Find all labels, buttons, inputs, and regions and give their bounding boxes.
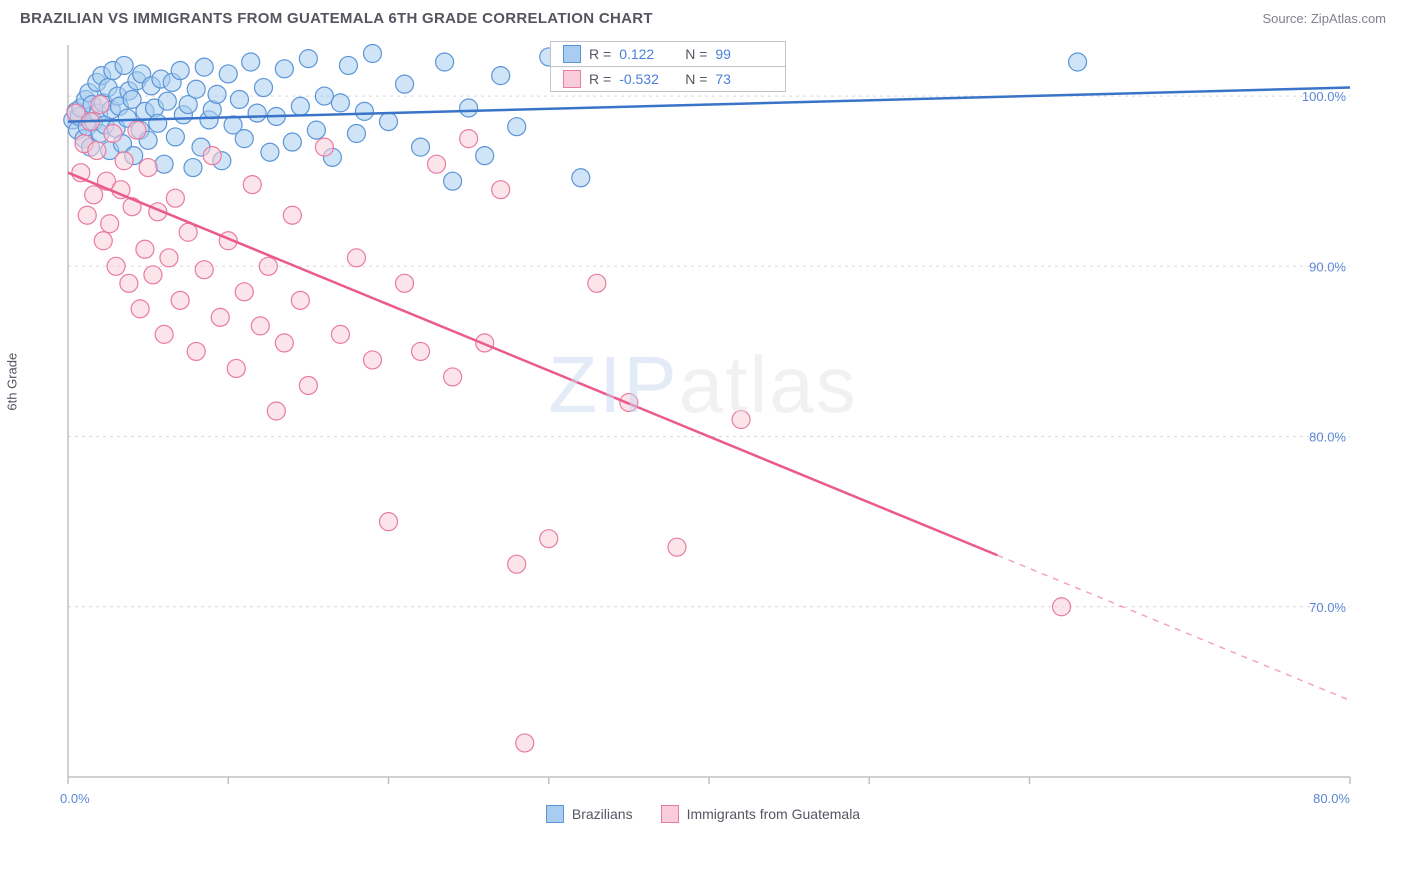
scatter-chart: 70.0% 80.0% 90.0% 100.0% 0.0% 80.0%: [20, 37, 1370, 827]
svg-text:80.0%: 80.0%: [1309, 430, 1346, 445]
series-legend: Brazilians Immigrants from Guatemala: [20, 805, 1386, 823]
legend-label: Immigrants from Guatemala: [687, 806, 861, 822]
svg-text:100.0%: 100.0%: [1302, 89, 1347, 104]
chart-title: BRAZILIAN VS IMMIGRANTS FROM GUATEMALA 6…: [20, 10, 653, 27]
legend-item: Immigrants from Guatemala: [661, 805, 861, 823]
n-value: 73: [715, 71, 773, 87]
r-label: R =: [589, 71, 611, 87]
n-label: N =: [685, 71, 707, 87]
chart-container: 6th Grade 70.0%80.0%90.0%100.0%0.0%80.0%…: [20, 37, 1386, 827]
r-value: 0.122: [619, 46, 677, 62]
svg-text:0.0%: 0.0%: [60, 791, 90, 806]
r-value: -0.532: [619, 71, 677, 87]
r-label: R =: [589, 46, 611, 62]
legend-row: R = -0.532 N = 73: [551, 66, 785, 91]
legend-swatch: [546, 805, 564, 823]
svg-text:70.0%: 70.0%: [1309, 600, 1346, 615]
svg-text:90.0%: 90.0%: [1309, 259, 1346, 274]
series-immigrants-from-guatemala: [67, 96, 1071, 752]
legend-label: Brazilians: [572, 806, 633, 822]
svg-text:80.0%: 80.0%: [1313, 791, 1350, 806]
source-attribution: Source: ZipAtlas.com: [1262, 11, 1386, 26]
legend-swatch: [563, 70, 581, 88]
y-axis-label: 6th Grade: [5, 353, 20, 411]
legend-row: R = 0.122 N = 99: [551, 42, 785, 66]
n-label: N =: [685, 46, 707, 62]
legend-swatch: [563, 45, 581, 63]
n-value: 99: [715, 46, 773, 62]
correlation-legend: R = 0.122 N = 99 R = -0.532 N = 73: [550, 41, 786, 92]
legend-item: Brazilians: [546, 805, 633, 823]
legend-swatch: [661, 805, 679, 823]
